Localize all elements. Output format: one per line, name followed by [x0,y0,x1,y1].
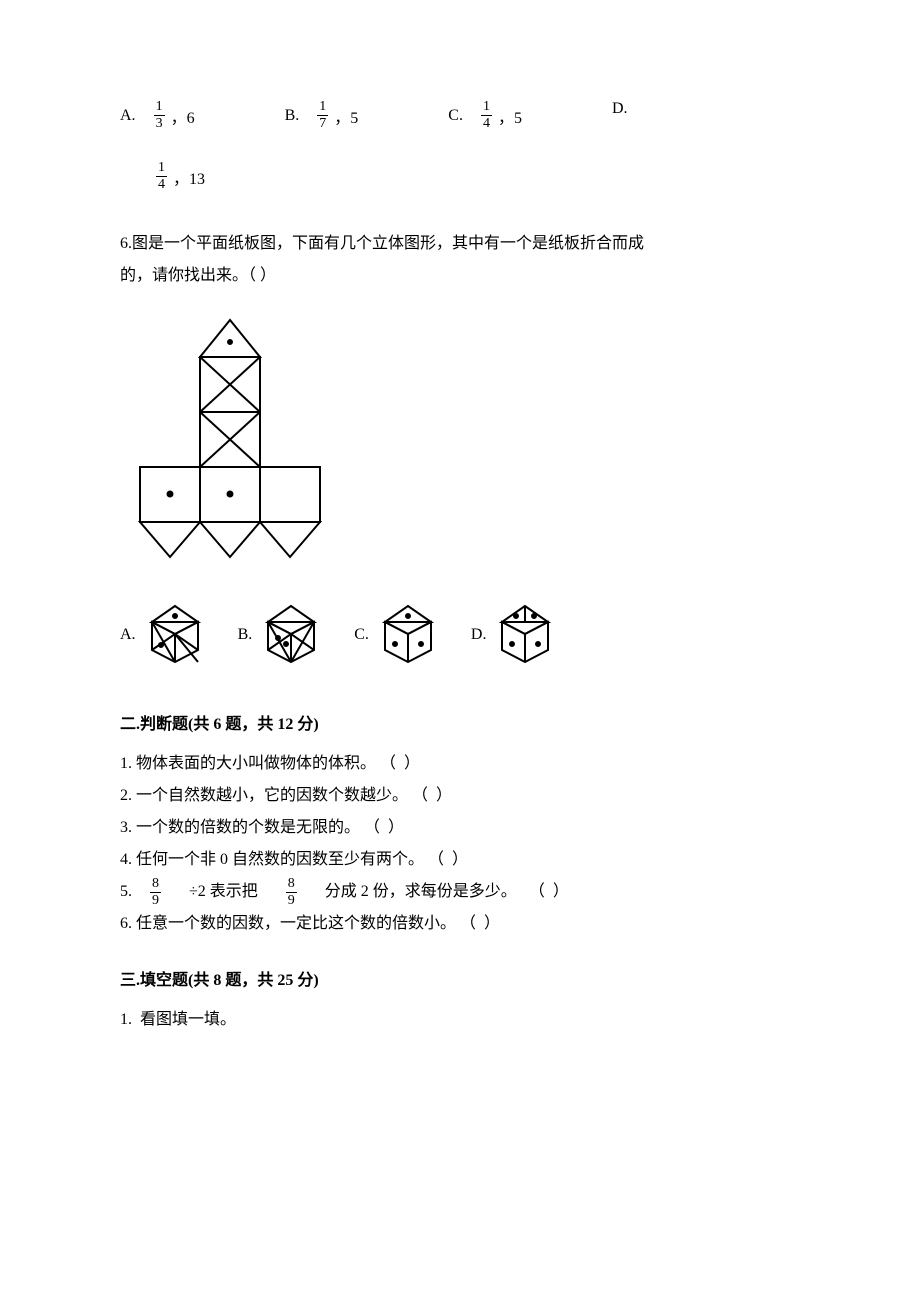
page: A. 1 3 ，6 B. 1 7 ，5 C. 1 4 ，5 D. [0,0,920,1302]
option-a[interactable]: A. [120,600,206,670]
option-b[interactable]: B. 1 7 ，5 [285,100,359,131]
tf-item-1: 1. 物体表面的大小叫做物体的体积。 （ ） [120,748,800,780]
tf-item-4: 4. 任何一个非 0 自然数的因数至少有两个。 （ ） [120,844,800,876]
answer-paren[interactable]: （ ） [529,876,571,908]
tf-item-5: 5. 8 9 ÷2 表示把 8 9 分成 2 份，求每份是多少。 （ ） [120,876,800,908]
option-a[interactable]: A. 1 3 ，6 [120,100,195,131]
answer-paren[interactable]: （ ） [364,812,406,844]
option-label: A. [120,626,136,644]
option-label: B. [238,626,253,644]
answer-paren[interactable]: （ ） [460,908,502,940]
true-false-list: 1. 物体表面的大小叫做物体的体积。 （ ） 2. 一个自然数越小，它的因数个数… [120,748,800,940]
option-label: C. [354,626,369,644]
answer-paren[interactable]: （ ） [380,748,422,780]
option-label: D. [471,626,487,644]
fraction-icon: 1 3 [154,100,165,131]
solid-a-icon [144,600,206,670]
tf-item-6: 6. 任意一个数的因数，一定比这个数的倍数小。 （ ） [120,908,800,940]
tf-item-2: 2. 一个自然数越小，它的因数个数越少。 （ ） [120,780,800,812]
q6-net-figure [120,312,800,572]
tf-item-3: 3. 一个数的倍数的个数是无限的。 （ ） [120,812,800,844]
answer-paren[interactable]: （ ） [428,844,470,876]
option-c[interactable]: C. 1 4 ，5 [448,100,522,131]
option-label: A. [120,107,136,125]
section3-title: 三.填空题(共 8 题，共 25 分) [120,966,800,990]
net-svg [120,312,340,572]
option-d-value: 1 4 ，13 [150,161,800,192]
fraction-icon: 1 7 [317,100,328,131]
fraction-icon: 1 4 [481,100,492,131]
solid-d-icon [494,600,556,670]
option-value: ，5 [334,104,358,128]
section2-title: 二.判断题(共 6 题，共 12 分) [120,710,800,734]
solid-b-icon [260,600,322,670]
option-label: D. [612,100,628,118]
option-label: C. [448,107,463,125]
option-value: ，6 [171,104,195,128]
answer-paren[interactable]: （ ） [412,780,454,812]
fraction-icon: 1 4 [156,161,167,192]
q6-text: 6.图是一个平面纸板图，下面有几个立体图形，其中有一个是纸板折合而成 的，请你找… [120,228,800,292]
option-d-label[interactable]: D. [612,100,640,118]
section3-items: 1. 看图填一填。 [120,1004,800,1036]
fraction-icon: 8 9 [150,877,161,908]
solid-c-icon [377,600,439,670]
option-b[interactable]: B. [238,600,323,670]
option-c[interactable]: C. [354,600,439,670]
option-label: B. [285,107,300,125]
option-value: ，5 [498,104,522,128]
q6-options: A. B. [120,600,800,670]
option-d[interactable]: D. [471,600,557,670]
fraction-icon: 8 9 [286,877,297,908]
q5-options: A. 1 3 ，6 B. 1 7 ，5 C. 1 4 ，5 D. [120,100,800,131]
